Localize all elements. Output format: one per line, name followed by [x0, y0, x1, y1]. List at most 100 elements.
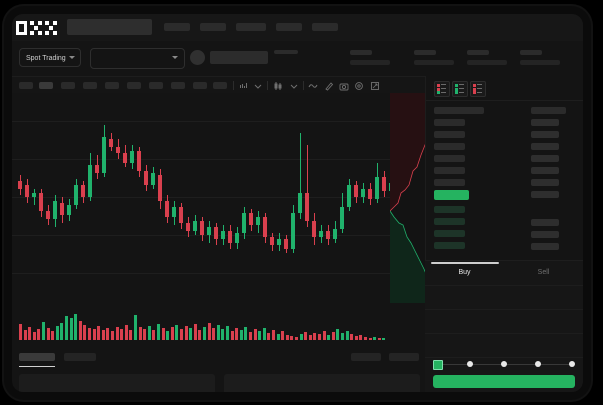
- orderbook-view-bids-icon[interactable]: [452, 81, 468, 97]
- candle-body: [375, 177, 379, 199]
- chart-type-chevron-icon[interactable]: [289, 81, 299, 91]
- candle-body: [312, 221, 316, 237]
- timeframe-button-3[interactable]: [61, 82, 75, 89]
- stat-24h-volume: [467, 50, 507, 65]
- bottom-tab-active-underline: [19, 366, 55, 367]
- timeframe-more-icon[interactable]: [239, 81, 249, 91]
- slider-handle[interactable]: [433, 360, 443, 370]
- order-book-row[interactable]: [434, 119, 465, 126]
- volume-bar: [193, 324, 197, 340]
- timeframe-button-6[interactable]: [127, 82, 141, 89]
- amount-field[interactable]: [425, 333, 583, 334]
- volume-bar: [175, 325, 179, 340]
- order-book-row[interactable]: [531, 155, 559, 162]
- volume-bar: [327, 335, 331, 340]
- volume-bar: [285, 335, 289, 340]
- order-book-row[interactable]: [434, 218, 465, 225]
- buy-tab-active-underline: [431, 262, 499, 264]
- timeframe-button-2[interactable]: [39, 82, 53, 89]
- fullscreen-icon[interactable]: [370, 81, 380, 91]
- timeframe-button-5[interactable]: [105, 82, 119, 89]
- candle-body: [18, 181, 22, 189]
- slider-stop-25[interactable]: [467, 361, 473, 367]
- slider-stop-100[interactable]: [569, 361, 575, 367]
- search-input[interactable]: [67, 19, 152, 35]
- nav-item-5[interactable]: [312, 23, 338, 31]
- candle-body: [361, 189, 365, 197]
- nav-item-2[interactable]: [200, 23, 226, 31]
- order-book-row[interactable]: [531, 167, 559, 174]
- tab-buy[interactable]: Buy: [458, 269, 471, 276]
- volume-bar: [350, 334, 354, 340]
- volume-bar: [152, 330, 156, 340]
- order-book-row[interactable]: [434, 206, 465, 213]
- candle-body: [200, 221, 204, 235]
- candle-wick: [306, 145, 308, 227]
- volume-bar: [318, 334, 321, 340]
- stat-24h-turnover: [520, 50, 560, 65]
- timeframe-button-9[interactable]: [193, 82, 207, 89]
- orderbook-view-both-icon[interactable]: [434, 81, 450, 97]
- bottom-tab-1[interactable]: [19, 353, 55, 361]
- orderbook-view-asks-icon[interactable]: [470, 81, 486, 97]
- timeframe-button-8[interactable]: [171, 82, 185, 89]
- order-book-row[interactable]: [531, 143, 559, 150]
- order-book-row[interactable]: [531, 219, 559, 226]
- order-book-row[interactable]: [531, 231, 559, 238]
- order-book-row[interactable]: [531, 179, 559, 186]
- trading-pair-selector[interactable]: [90, 48, 185, 69]
- volume-bar: [120, 329, 124, 340]
- nav-item-3[interactable]: [236, 23, 266, 31]
- candle-body: [347, 185, 351, 207]
- okx-logo[interactable]: [14, 21, 58, 35]
- timeframe-button-4[interactable]: [83, 82, 97, 89]
- candle-body: [137, 151, 141, 171]
- order-book-row[interactable]: [434, 131, 465, 138]
- chart-type-icon[interactable]: [273, 81, 283, 91]
- bottom-action-1[interactable]: [351, 353, 381, 361]
- bottom-action-2[interactable]: [389, 353, 419, 361]
- slider-stop-75[interactable]: [535, 361, 541, 367]
- trading-mode-selector[interactable]: Spot Trading: [19, 48, 81, 67]
- tab-sell[interactable]: Sell: [537, 269, 550, 276]
- bottom-tab-2[interactable]: [64, 353, 96, 361]
- order-book-row[interactable]: [434, 242, 465, 249]
- order-book-row[interactable]: [531, 119, 559, 126]
- candle-body: [39, 193, 43, 211]
- chart-settings-icon[interactable]: [354, 81, 364, 91]
- candle-body: [186, 223, 190, 231]
- order-book-row[interactable]: [434, 179, 465, 186]
- order-book-row[interactable]: [531, 243, 559, 250]
- timeframe-button-7[interactable]: [149, 82, 163, 89]
- volume-bar: [92, 329, 96, 340]
- volume-bar: [368, 338, 372, 340]
- slider-stop-50[interactable]: [501, 361, 507, 367]
- order-book-last-price-row: [434, 190, 469, 200]
- volume-bar: [19, 324, 22, 340]
- amount-percent-slider[interactable]: [433, 360, 575, 370]
- total-field[interactable]: [425, 357, 583, 358]
- order-book-row[interactable]: [434, 155, 465, 162]
- indicators-icon[interactable]: [308, 81, 318, 91]
- timeframe-button-10[interactable]: [213, 82, 227, 89]
- order-book-row[interactable]: [434, 143, 465, 150]
- place-buy-order-button[interactable]: [433, 375, 575, 388]
- timeframe-chevron-icon[interactable]: [253, 81, 263, 91]
- order-book-row[interactable]: [434, 167, 465, 174]
- volume-bar: [106, 328, 110, 340]
- order-book-row[interactable]: [531, 191, 559, 198]
- volume-bar: [78, 321, 82, 340]
- nav-item-4[interactable]: [276, 23, 302, 31]
- volume-bar: [88, 328, 91, 340]
- price-chart[interactable]: [12, 93, 425, 303]
- price-field[interactable]: [425, 309, 583, 310]
- nav-item-1[interactable]: [164, 23, 190, 31]
- order-book-row[interactable]: [434, 230, 465, 237]
- drawing-tools-icon[interactable]: [324, 81, 334, 91]
- order-book-row[interactable]: [531, 131, 559, 138]
- timeframe-button-1[interactable]: [19, 82, 33, 89]
- snapshot-icon[interactable]: [339, 81, 349, 91]
- volume-bar: [377, 338, 381, 340]
- chart-gridline: [12, 235, 425, 236]
